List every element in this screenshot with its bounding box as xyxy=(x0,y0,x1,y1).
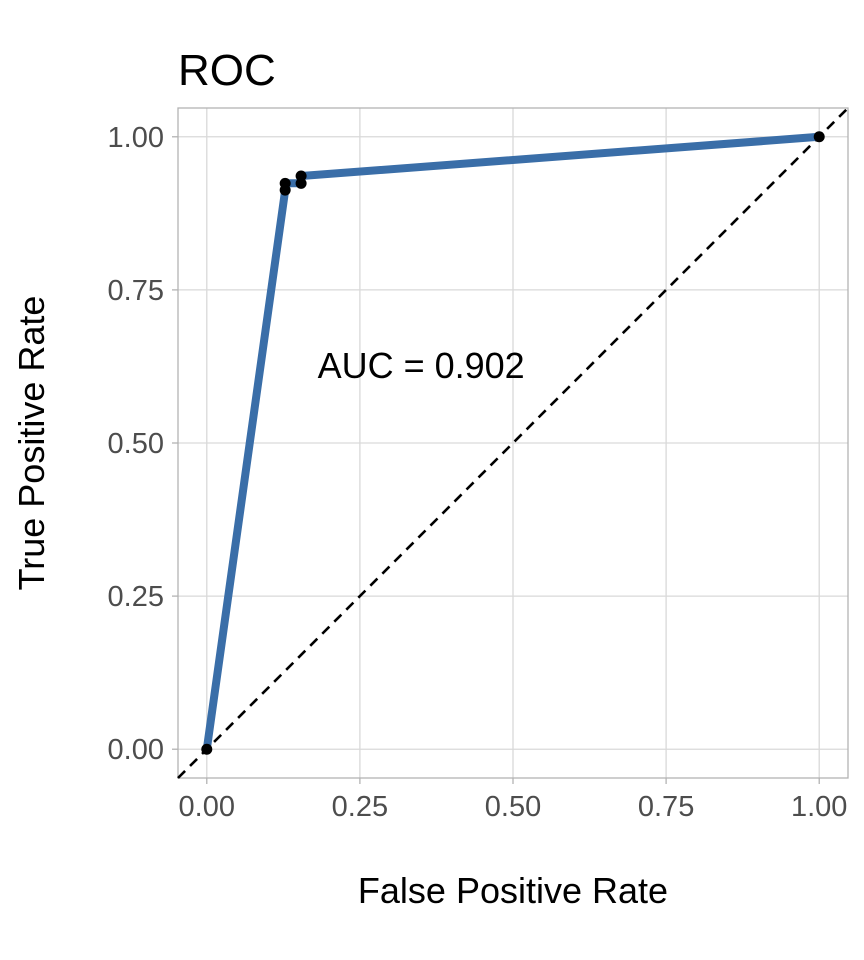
x-tick-label: 1.00 xyxy=(791,791,847,823)
roc-series xyxy=(201,131,825,755)
x-axis-title: False Positive Rate xyxy=(358,870,668,911)
roc-curve-line xyxy=(202,132,820,750)
y-axis-title: True Positive Rate xyxy=(11,296,52,591)
diagonal-line xyxy=(177,107,849,779)
roc-point xyxy=(279,177,291,189)
x-tick-label: 0.75 xyxy=(638,791,694,823)
roc-point xyxy=(201,743,213,755)
x-tick-label: 0.25 xyxy=(332,791,388,823)
y-tick-label: 0.25 xyxy=(108,581,164,613)
axis-ticks: 0.00 0.25 0.50 0.75 1.00 0.00 0.25 0.50 0.75 1.00 xyxy=(108,122,848,823)
auc-annotation: AUC = 0.902 xyxy=(318,345,525,386)
roc-point xyxy=(295,170,307,182)
x-tick-label: 0.00 xyxy=(179,791,235,823)
y-tick-label: 0.50 xyxy=(108,428,164,460)
chart-title: ROC xyxy=(178,46,276,95)
y-tick-label: 1.00 xyxy=(108,122,164,154)
roc-point xyxy=(813,131,825,143)
diagonal-reference-line xyxy=(177,107,849,779)
y-tick-label: 0.75 xyxy=(108,275,164,307)
grid xyxy=(178,108,848,778)
y-tick-label: 0.00 xyxy=(108,734,164,766)
x-tick-label: 0.50 xyxy=(485,791,541,823)
